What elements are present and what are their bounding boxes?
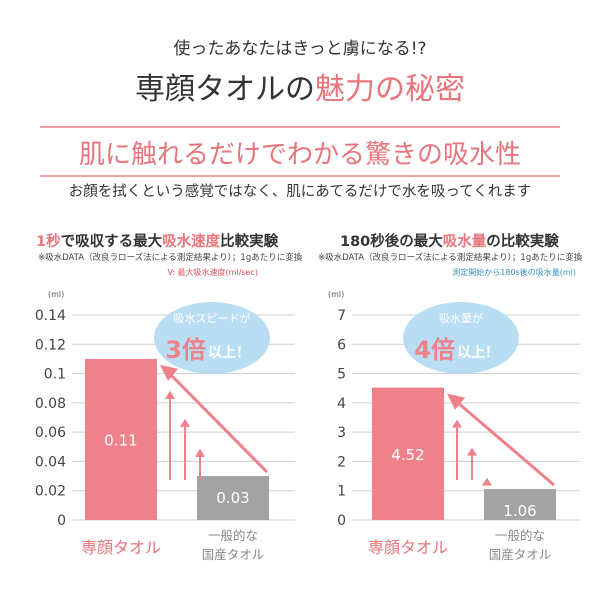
arrow-head-icon (447, 393, 465, 410)
chart2-note: ※吸水DATA（改良ラローズ法による測定結果より）；1gあたりに変換 (318, 253, 583, 263)
bar-other (197, 476, 269, 520)
bar-value-label: 0.03 (216, 489, 249, 507)
tagline: 使ったあなたはきっと虜になる!? (173, 39, 427, 59)
category-label: 国産タオル (202, 547, 265, 562)
up-arrow-head-icon (452, 419, 462, 428)
t: 1秒 (36, 234, 61, 250)
chart1-legend: V: 最大吸水速度(ml/sec) (167, 268, 259, 277)
subtitle: お顔を拭くという感覚ではなく、肌にあてるだけで水を吸ってくれます (68, 184, 532, 200)
up-arrow-head-icon (195, 448, 205, 457)
bubble-big-text: 3倍 (165, 336, 206, 364)
y-tick-label: 0.08 (35, 396, 66, 412)
y-tick-label: 0 (57, 513, 66, 529)
category-label: 一般的な (495, 528, 545, 543)
arrow-head-icon (160, 364, 178, 381)
bubble-big-text: 4倍 (414, 336, 455, 364)
diagonal-arrow (452, 397, 555, 487)
category-label: 国産タオル (489, 547, 552, 562)
up-arrow-head-icon (482, 477, 492, 486)
unit-label: (ml) (328, 290, 344, 299)
t: 180秒後の最大 (340, 234, 443, 250)
t: の比較実験 (486, 234, 559, 250)
unit-label: (ml) (48, 290, 64, 299)
y-tick-label: 2 (337, 454, 346, 470)
bar-value-label: 4.52 (391, 446, 424, 464)
bubble-rest-text: 以上！ (208, 345, 250, 361)
y-tick-label: 1 (337, 484, 346, 500)
y-tick-label: 7 (337, 308, 346, 324)
t: 吸水速度 (162, 234, 221, 250)
bubble (403, 302, 519, 374)
title-part-a: 専顔タオルの (135, 72, 315, 107)
page-title: 専顔タオルの魅力の秘密 (0, 64, 600, 108)
chart2-title: 180秒後の最大吸水量の比較実験 (340, 230, 559, 251)
y-tick-label: 0.06 (35, 425, 66, 441)
divider-bottom (40, 175, 560, 177)
divider-top (40, 126, 560, 128)
t: 吸水量 (442, 234, 487, 250)
y-tick-label: 6 (337, 337, 346, 353)
bar-value-label: 0.11 (104, 431, 137, 449)
chart1-note: ※吸水DATA（改良ラローズ法による測定結果より）；1gあたりに変換 (38, 253, 303, 263)
t: で吸収する最大 (60, 234, 163, 250)
bar-other (484, 488, 556, 520)
bar-main (372, 387, 444, 520)
bar-value-label: 1.06 (503, 502, 536, 520)
chart2-legend: 測定開始から180s後の吸水量(ml) (452, 268, 576, 277)
bubble-top-text: 吸水スピードが (174, 311, 251, 325)
y-tick-label: 0.1 (44, 367, 66, 383)
category-label: 専顔タオル (368, 538, 448, 557)
bar-main (85, 358, 157, 520)
y-tick-label: 0.12 (35, 337, 66, 353)
y-tick-label: 0 (337, 513, 346, 529)
category-label: 専顔タオル (81, 538, 161, 557)
y-tick-label: 3 (337, 425, 346, 441)
category-label: 一般的な (208, 528, 258, 543)
y-tick-label: 5 (337, 367, 346, 383)
up-arrow-head-icon (467, 447, 477, 456)
t: 比較実験 (220, 234, 279, 250)
y-tick-label: 0.14 (35, 308, 66, 324)
band-heading: 肌に触れるだけでわかる驚きの吸水性 (78, 140, 521, 170)
y-tick-label: 4 (337, 396, 346, 412)
bubble-rest-text: 以上！ (457, 345, 499, 361)
up-arrow-head-icon (180, 418, 190, 427)
title-part-b: 魅力の秘密 (315, 72, 465, 107)
bubble (154, 302, 270, 374)
chart1-title: 1秒で吸収する最大吸水速度比較実験 (36, 230, 278, 251)
y-tick-label: 0.04 (35, 454, 66, 470)
diagonal-arrow (164, 368, 269, 474)
up-arrow-head-icon (165, 390, 175, 399)
y-tick-label: 0.02 (35, 484, 66, 500)
bubble-top-text: 吸水量が (439, 311, 483, 325)
